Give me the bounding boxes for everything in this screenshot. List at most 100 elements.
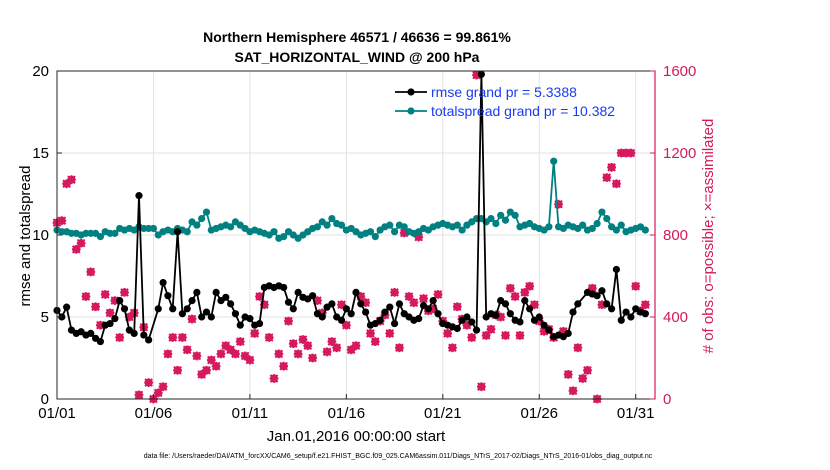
rmse-point (574, 300, 582, 308)
footnote: data file: /Users/raeder/DAI/ATM_forcXX/… (144, 453, 653, 460)
rmse-point (535, 313, 543, 321)
totalspread-point (96, 233, 105, 241)
chart-subtitle: SAT_HORIZONTAL_WIND @ 200 hPa (235, 49, 480, 65)
rmse-point (198, 313, 206, 321)
rmse-point (612, 265, 621, 274)
y-axis-label-left: rmse and totalspread (17, 166, 34, 307)
obs-assimilated-point (187, 314, 197, 324)
totalspread-point (366, 228, 375, 236)
y-right-tick-label: 1200 (663, 145, 696, 162)
totalspread-point (111, 229, 119, 237)
chart-title: Northern Hemisphere 46571 / 46636 = 99.8… (203, 29, 511, 45)
obs-assimilated-point (308, 353, 317, 363)
rmse-point (463, 313, 471, 321)
x-tick-label: 01/21 (424, 405, 462, 422)
legend-totalspread-label: totalspread grand pr = 10.382 (431, 103, 615, 119)
obs-assimilated-point (370, 337, 380, 346)
y-left-tick-label: 15 (32, 145, 49, 162)
rmse-point (526, 305, 534, 313)
obs-assimilated-point (404, 292, 414, 301)
rmse-point (477, 70, 485, 78)
rmse-point (173, 228, 182, 236)
obs-assimilated-point (293, 349, 303, 359)
obs-assimilated-point (525, 281, 535, 291)
obs-assimilated-point (443, 329, 453, 338)
y-right-tick-label: 400 (663, 309, 688, 326)
totalspread-point (400, 223, 408, 231)
obs-assimilated-point (158, 382, 168, 392)
rmse-point (255, 319, 264, 328)
totalspread-point (593, 219, 601, 228)
rmse-point (622, 308, 630, 316)
obs-assimilated-point (250, 329, 260, 338)
obs-assimilated-point (631, 281, 641, 291)
totalspread-point (598, 208, 606, 216)
rmse-point (434, 310, 442, 318)
obs-assimilated-point (390, 288, 399, 297)
obs-assimilated-point (476, 382, 486, 392)
totalspread-point (545, 223, 553, 231)
rmse-point (280, 283, 288, 292)
x-tick-label: 01/01 (38, 405, 76, 422)
x-axis-label: Jan.01,2016 00:00:00 start (267, 428, 446, 445)
obs-assimilated-point (366, 329, 375, 338)
totalspread-point (550, 157, 558, 165)
obs-assimilated-point (419, 294, 428, 303)
rmse-point (415, 315, 423, 323)
rmse-point (289, 305, 297, 313)
rmse-point (308, 292, 317, 300)
obs-assimilated-point (578, 374, 588, 383)
obs-assimilated-point (583, 365, 592, 375)
rmse-point (593, 292, 601, 300)
rmse-point (381, 308, 389, 316)
obs-assimilated-point (177, 333, 187, 342)
obs-assimilated-point (467, 333, 477, 342)
totalspread-point (193, 221, 201, 229)
axes: 01/01 01/06 01/11 01/16 01/21 01/26 01/31 0 5 10 1… (32, 63, 696, 422)
x-tick-label: 01/31 (617, 405, 655, 422)
rmse-point (337, 316, 346, 324)
rmse-point (188, 297, 196, 305)
rmse-point (207, 313, 215, 321)
obs-assimilated-point (602, 173, 612, 182)
totalspread-point (270, 228, 278, 236)
obs-assimilated-point (221, 341, 231, 351)
obs-assimilated-point (100, 290, 110, 299)
rmse-point (424, 305, 432, 313)
totalspread-point (149, 224, 158, 233)
obs-assimilated-point (279, 361, 289, 371)
totalspread-point (497, 211, 505, 219)
rmse-point (106, 319, 114, 328)
rmse-point (120, 305, 129, 313)
rmse-point (627, 313, 635, 321)
obs-assimilated-point (57, 216, 67, 226)
obs-assimilated-point (81, 292, 91, 301)
rmse-point (352, 288, 360, 296)
obs-assimilated-point (211, 361, 221, 371)
rmse-point (598, 287, 606, 295)
rmse-point (641, 310, 649, 318)
totalspread-point (453, 221, 461, 229)
legend-totalspread-marker (407, 107, 415, 115)
y-right-tick-label: 1600 (663, 63, 696, 80)
rmse-point (111, 315, 119, 323)
obs-assimilated-point (409, 298, 419, 308)
obs-assimilated-point (115, 333, 125, 342)
obs-assimilated-point (332, 343, 342, 353)
rmse-point (501, 300, 510, 308)
rmse-point (231, 310, 240, 318)
rmse-point (521, 297, 529, 305)
totalspread-point (198, 215, 206, 223)
obs-assimilated-point (501, 331, 510, 340)
rmse-point (212, 288, 220, 296)
rmse-point (492, 311, 500, 319)
obs-assimilated-point (235, 337, 245, 346)
rmse-point (159, 278, 167, 287)
obs-assimilated-point (515, 331, 525, 340)
rmse-point (154, 305, 162, 313)
rmse-point (193, 288, 201, 296)
obs-assimilated-point (173, 365, 182, 375)
obs-assimilated-point (395, 343, 404, 353)
rmse-point (545, 326, 553, 334)
